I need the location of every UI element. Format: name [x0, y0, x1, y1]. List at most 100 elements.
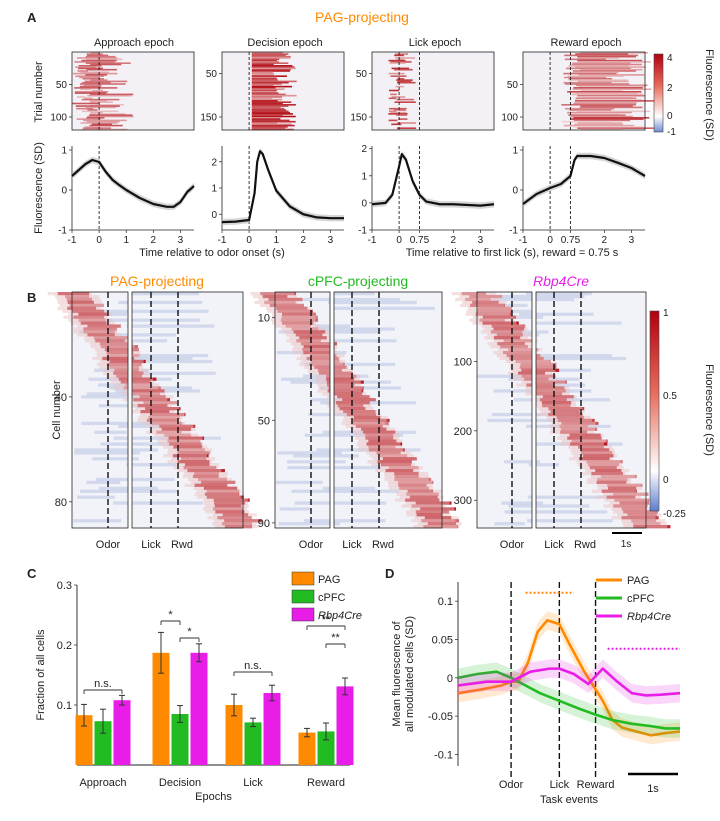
heat-streak	[569, 109, 612, 111]
heat-streak	[79, 76, 99, 79]
b-heatmap-0: 40 80 Odor Lick Rwd	[47, 291, 262, 551]
heat-streak	[281, 327, 326, 331]
heat-streak	[574, 123, 624, 126]
heat-streak	[62, 309, 107, 313]
heat-streak	[322, 486, 375, 490]
heat-streak	[567, 75, 624, 77]
heat-streak	[84, 97, 93, 100]
heat-streak	[204, 501, 249, 505]
heat-streak	[561, 439, 606, 443]
heat-streak	[603, 492, 648, 496]
ytick-label: 0	[211, 210, 217, 221]
c-legend-swatch-rbp4cre	[291, 607, 315, 622]
heatmap-gap	[330, 291, 334, 529]
heat-streak	[251, 96, 283, 98]
heat-streak	[413, 525, 458, 529]
heat-streak	[99, 359, 144, 364]
heat-streak	[395, 53, 409, 55]
trace-line	[71, 158, 195, 208]
heat-streak	[157, 439, 202, 443]
heat-streak	[251, 76, 277, 79]
heat-streak	[251, 81, 289, 84]
c-bar-cpfc-approach	[94, 721, 112, 765]
heat-streak	[540, 410, 585, 414]
heat-streak	[290, 342, 335, 346]
heat-streak	[184, 483, 229, 487]
d-ytick-label: 0.05	[432, 635, 453, 647]
heatmap-frame	[71, 51, 195, 131]
heat-streak	[394, 54, 404, 57]
heat-streak	[580, 105, 633, 107]
heat-streak	[146, 430, 191, 434]
heat-streak	[596, 495, 641, 499]
heat-streak	[333, 410, 378, 414]
heat-streak	[272, 321, 317, 325]
heat-streak	[74, 92, 107, 94]
heat-streak	[251, 52, 283, 54]
heat-streak	[575, 53, 629, 55]
trace-0: -1 0 1 -1 0 1 2 3	[58, 146, 195, 246]
c-ytick-label: 0.2	[57, 640, 72, 652]
heat-streak	[79, 85, 102, 88]
heat-streak	[405, 510, 450, 514]
heat-streak	[258, 297, 303, 302]
trace-line	[522, 154, 646, 205]
heat-streak	[174, 463, 219, 467]
heat-streak	[525, 386, 570, 390]
heat-streak	[90, 104, 124, 106]
heat-streak	[283, 330, 328, 334]
trace-line	[221, 150, 344, 224]
heat-streak	[89, 93, 134, 96]
xtick-label: 0.75	[561, 235, 581, 246]
xtick-label: -1	[368, 235, 377, 246]
heat-streak	[572, 62, 631, 64]
epoch-title-decision: Decision epoch	[247, 37, 322, 49]
heat-streak	[81, 59, 117, 62]
heat-streak	[251, 111, 291, 114]
heat-streak	[117, 356, 193, 361]
xtick-label: 3	[328, 235, 334, 246]
heat-streak	[366, 451, 411, 455]
heat-streak	[168, 448, 213, 452]
event-label-rwd: Rwd	[171, 539, 193, 551]
heat-streak	[86, 480, 121, 485]
heat-streak	[250, 292, 295, 296]
event-label-odor: Odor	[500, 539, 525, 551]
ytick-label: 50	[56, 80, 68, 91]
heat-streak	[301, 359, 346, 364]
heat-streak	[251, 53, 289, 55]
heat-streak	[483, 327, 528, 331]
heat-streak	[85, 74, 108, 76]
ytick-label: -1	[58, 226, 67, 237]
heat-streak	[277, 451, 342, 455]
heat-streak	[251, 119, 290, 122]
heat-streak	[81, 98, 120, 101]
d-ytick-label: -0.1	[434, 750, 453, 762]
heat-streak	[525, 292, 592, 296]
heat-streak	[87, 94, 132, 97]
c-xlabel: Epochs	[195, 791, 232, 803]
heat-streak	[559, 433, 604, 437]
heat-streak	[251, 118, 281, 120]
heat-streak	[251, 83, 282, 85]
heat-streak	[573, 126, 644, 128]
heat-streak	[99, 309, 209, 313]
heat-streak	[391, 67, 410, 70]
xtick-label: 1	[273, 235, 279, 246]
ytick-label: 200	[454, 426, 472, 438]
heat-streak	[384, 477, 429, 482]
heat-streak	[149, 424, 194, 428]
heat-streak	[68, 318, 113, 322]
heat-streak	[84, 126, 101, 128]
d-scalebar-label: 1s	[647, 783, 659, 795]
heat-streak	[162, 454, 207, 458]
xtick-label: 0	[396, 235, 402, 246]
heat-streak	[91, 123, 113, 126]
heat-streak	[538, 412, 583, 417]
heat-streak	[496, 315, 544, 319]
heat-streak	[401, 504, 446, 508]
cbar-a-tick-4: 4	[667, 53, 673, 64]
heat-streak	[68, 312, 113, 316]
heat-streak	[388, 97, 397, 100]
heat-streak	[251, 72, 274, 75]
